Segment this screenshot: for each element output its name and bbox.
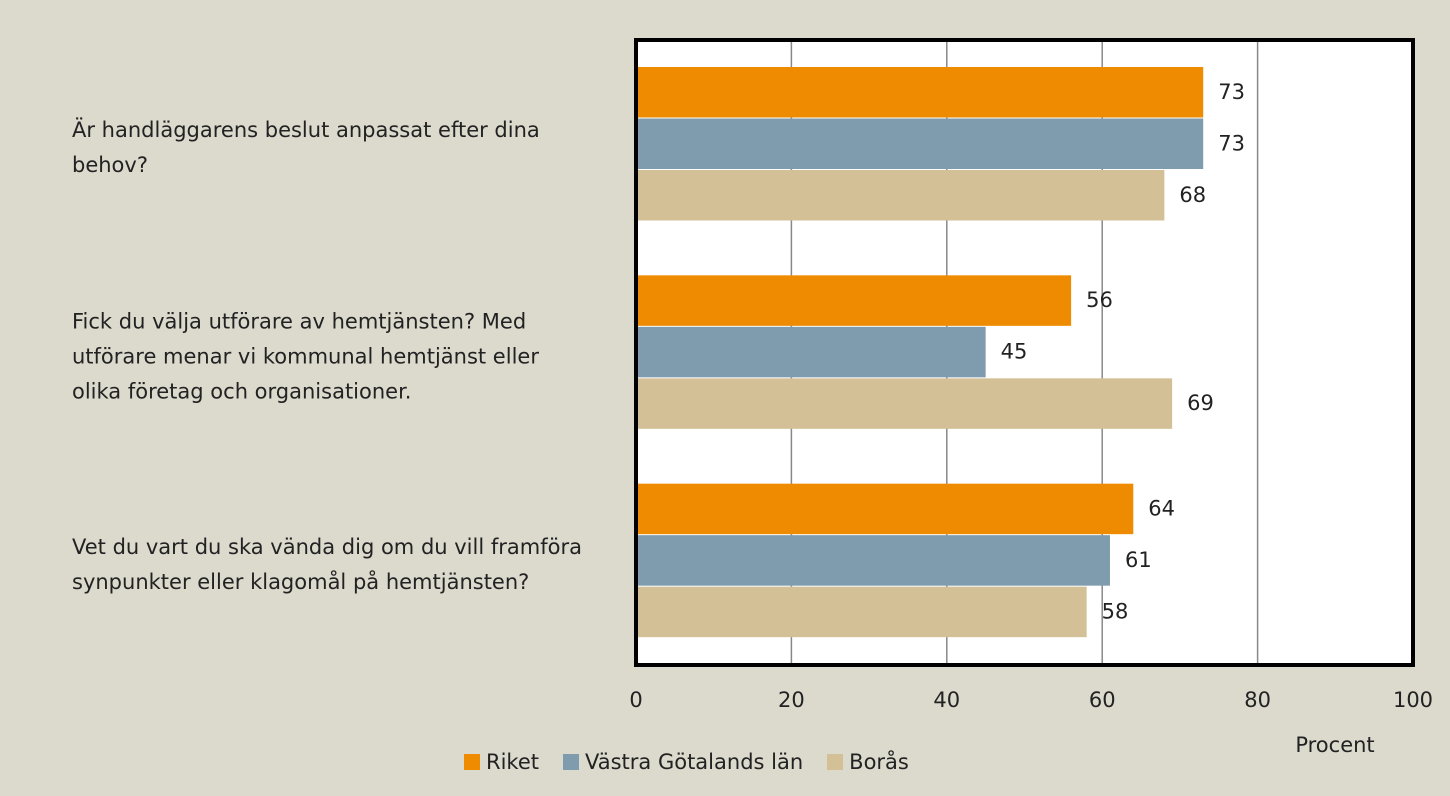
data-label: 45 (1001, 340, 1028, 364)
x-tick-label: 40 (933, 688, 960, 712)
data-label: 56 (1086, 288, 1113, 312)
legend-label: Riket (486, 750, 539, 774)
x-tick-label: 0 (629, 688, 642, 712)
bar (636, 378, 1173, 429)
legend-swatch (464, 754, 480, 770)
legend-swatch (827, 754, 844, 770)
legend-item: Borås (827, 750, 909, 774)
legend-item: Västra Götalands län (563, 750, 803, 774)
category-label: Fick du välja utförare av hemtjänsten? M… (72, 309, 539, 403)
x-tick-label: 20 (778, 688, 805, 712)
bar (636, 67, 1204, 118)
plot-border (634, 38, 1415, 667)
data-label: 58 (1102, 599, 1129, 623)
legend-label: Borås (849, 750, 909, 774)
bar (636, 483, 1134, 535)
bar (636, 326, 986, 378)
data-label: 73 (1218, 80, 1245, 104)
data-label: 61 (1125, 548, 1152, 572)
x-axis-label: Procent (1295, 733, 1374, 757)
legend: Riket Västra Götalands län Borås (464, 750, 909, 774)
bar (636, 275, 1072, 326)
category-label: Vet du vart du ska vända dig om du vill … (72, 534, 582, 594)
legend-swatch (563, 754, 579, 770)
bar (636, 586, 1087, 638)
bar (636, 118, 1204, 169)
x-tick-label: 100 (1393, 688, 1433, 712)
category-label: Är handläggarens beslut anpassat efter d… (72, 118, 540, 178)
bar (636, 170, 1165, 221)
data-label: 73 (1218, 131, 1245, 155)
legend-label: Västra Götalands län (585, 750, 804, 774)
bar (636, 535, 1110, 586)
x-tick-label: 60 (1089, 688, 1116, 712)
data-label: 69 (1187, 391, 1214, 415)
legend-item: Riket (464, 750, 539, 774)
data-label: 68 (1179, 183, 1206, 207)
data-label: 64 (1148, 496, 1175, 520)
x-tick-label: 80 (1244, 688, 1271, 712)
